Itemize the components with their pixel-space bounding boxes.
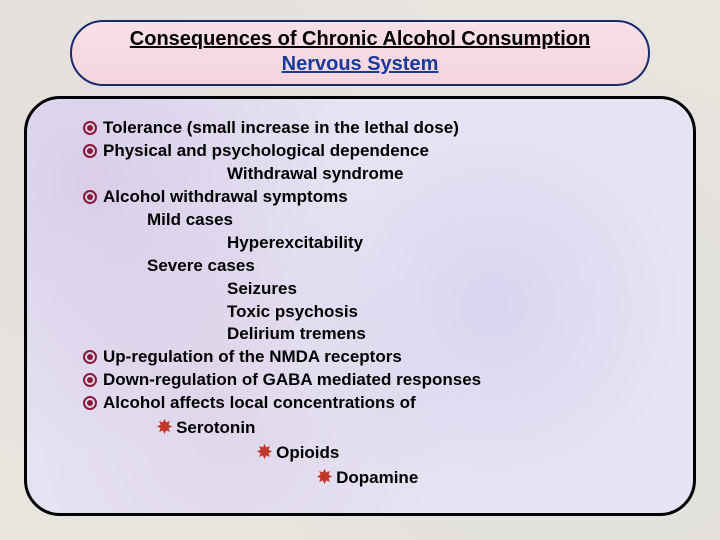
list-item: Seizures [57, 278, 663, 301]
item-text: Serotonin [176, 418, 255, 437]
title-line2: Nervous System [72, 53, 648, 76]
item-text: Physical and psychological dependence [103, 141, 429, 160]
item-text: Delirium tremens [227, 324, 366, 343]
list-item: Alcohol affects local concentrations of [57, 392, 663, 415]
bullet-icon [83, 373, 97, 387]
list-item: Mild cases [57, 209, 663, 232]
item-text: Dopamine [336, 468, 418, 487]
list-item: Hyperexcitability [57, 232, 663, 255]
star-icon: ✸ [317, 465, 332, 489]
bullet-icon [83, 190, 97, 204]
item-text: Withdrawal syndrome [227, 164, 404, 183]
bullet-icon [83, 144, 97, 158]
list-item: ✸Opioids [57, 440, 663, 465]
item-text: Hyperexcitability [227, 233, 363, 252]
list-item: ✸Serotonin [57, 415, 663, 440]
list-item: Tolerance (small increase in the lethal … [57, 117, 663, 140]
list-item: Withdrawal syndrome [57, 163, 663, 186]
title-box: Consequences of Chronic Alcohol Consumpt… [70, 20, 650, 86]
item-text: Up-regulation of the NMDA receptors [103, 347, 402, 366]
list-item: Delirium tremens [57, 323, 663, 346]
item-text: Tolerance (small increase in the lethal … [103, 118, 459, 137]
content-box: Tolerance (small increase in the lethal … [24, 96, 696, 516]
item-text: Alcohol withdrawal symptoms [103, 187, 348, 206]
item-text: Opioids [276, 443, 339, 462]
list-item: Down-regulation of GABA mediated respons… [57, 369, 663, 392]
item-text: Seizures [227, 279, 297, 298]
bullet-icon [83, 121, 97, 135]
list-item: Physical and psychological dependence [57, 140, 663, 163]
list-item: ✸Dopamine [57, 465, 663, 490]
list-item: Up-regulation of the NMDA receptors [57, 346, 663, 369]
item-text: Severe cases [147, 256, 255, 275]
bullet-icon [83, 396, 97, 410]
item-text: Down-regulation of GABA mediated respons… [103, 370, 481, 389]
list-item: Toxic psychosis [57, 301, 663, 324]
bullet-icon [83, 350, 97, 364]
title-line1: Consequences of Chronic Alcohol Consumpt… [72, 28, 648, 51]
item-text: Mild cases [147, 210, 233, 229]
list-item: Severe cases [57, 255, 663, 278]
list-item: Alcohol withdrawal symptoms [57, 186, 663, 209]
item-text: Toxic psychosis [227, 302, 358, 321]
star-icon: ✸ [157, 415, 172, 439]
star-icon: ✸ [257, 440, 272, 464]
item-text: Alcohol affects local concentrations of [103, 393, 416, 412]
